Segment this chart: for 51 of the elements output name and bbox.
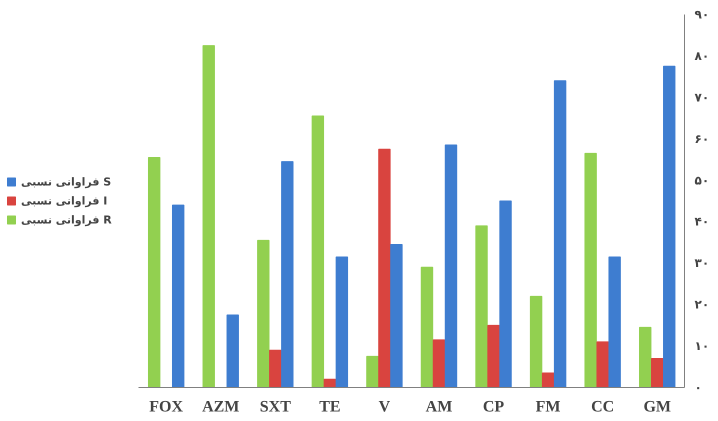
bar xyxy=(608,256,621,388)
y-tick-label: ۱۰ xyxy=(694,339,710,354)
bar xyxy=(366,356,379,388)
bar xyxy=(226,314,239,388)
y-tick-label: ۶۰ xyxy=(694,132,710,146)
y-tick-label: ۹۰ xyxy=(694,8,710,22)
bar xyxy=(639,326,652,388)
bar xyxy=(257,240,270,388)
bar xyxy=(172,204,184,388)
y-tick-label: ۸۰ xyxy=(694,48,710,63)
x-tick-label: FOX xyxy=(149,398,184,416)
x-tick-label: CP xyxy=(482,398,504,416)
bar xyxy=(487,324,500,388)
bar xyxy=(663,66,676,388)
x-tick-label: V xyxy=(378,398,391,416)
legend-label: فراوانی نسبی S xyxy=(21,175,112,188)
bar xyxy=(554,80,566,388)
bar xyxy=(584,152,597,388)
bar xyxy=(269,350,282,388)
x-tick-label: SXT xyxy=(260,398,292,416)
bar xyxy=(530,296,542,388)
x-tick-label: TE xyxy=(319,398,341,416)
bar xyxy=(420,266,434,388)
y-tick-label: ۰ xyxy=(694,380,702,394)
bar xyxy=(336,256,348,388)
bar xyxy=(651,358,664,388)
y-tick-label: ۴۰ xyxy=(694,214,710,229)
bar xyxy=(324,378,336,388)
legend-label: فراوانی نسبی R xyxy=(21,213,112,226)
x-tick-label: CC xyxy=(591,398,614,416)
x-tick-label: GM xyxy=(643,398,671,416)
bar xyxy=(378,148,391,388)
x-tick-label: FM xyxy=(536,398,561,416)
bar xyxy=(475,225,488,388)
bar xyxy=(312,116,324,388)
bar xyxy=(202,45,215,388)
bar xyxy=(542,372,554,388)
bar xyxy=(596,341,609,388)
legend-label: فراوانی نسبی I xyxy=(21,194,108,207)
bar xyxy=(148,156,160,388)
bar xyxy=(432,339,446,388)
bar xyxy=(444,144,458,388)
y-tick-label: ۳۰ xyxy=(694,256,710,270)
bar xyxy=(281,161,294,388)
y-tick-label: ۲۰ xyxy=(694,298,710,312)
x-tick-label: AZM xyxy=(202,398,240,416)
y-tick-label: ۵۰ xyxy=(694,173,710,188)
bar xyxy=(390,244,403,388)
x-tick-label: AM xyxy=(426,398,452,416)
y-tick-label: ۷۰ xyxy=(694,90,710,104)
bar xyxy=(499,200,512,388)
